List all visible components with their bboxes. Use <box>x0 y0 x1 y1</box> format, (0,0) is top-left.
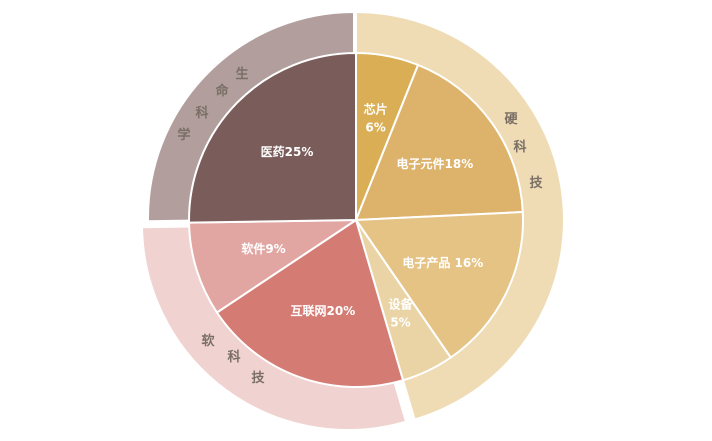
slice-label-1: 芯片 <box>364 101 388 116</box>
slice-label-2: 电子元件18% <box>397 156 474 171</box>
slice-3 <box>354 211 524 359</box>
slice-5 <box>215 218 405 388</box>
slice-label-4: 设备 <box>388 297 413 312</box>
slice-labels: 芯片 6% 电子元件18% 电子产品 16% 设备 5% 互联网20% 软件9% 医药25% <box>241 101 483 329</box>
slice-label-7: 医药25% <box>261 144 314 159</box>
ring-label-1-1: 硬 <box>504 112 518 127</box>
slice-7 <box>188 51 357 224</box>
ring-label-2-2: 科 <box>227 349 240 365</box>
ring-label-3-4: 学 <box>177 127 190 143</box>
slice-label-5: 互联网20% <box>291 304 356 318</box>
ring-label-3-3: 科 <box>195 105 208 121</box>
slice-6 <box>188 218 360 314</box>
slice-2 <box>354 63 524 222</box>
slice-value-4: 5% <box>390 316 410 330</box>
ring-label-3-1: 生 <box>235 66 248 82</box>
ring-label-1-3: 技 <box>529 175 543 191</box>
ring-label-1-2: 科 <box>513 139 526 155</box>
slice-label-6: 软件9% <box>241 241 285 256</box>
slice-label-3: 电子产品 16% <box>402 255 483 270</box>
ring-label-3-2: 命 <box>214 83 229 99</box>
ring-label-2-1: 软 <box>201 333 214 349</box>
inner-pie <box>188 51 524 388</box>
slice-value-1: 6% <box>365 120 385 134</box>
ring-label-2-3: 技 <box>251 370 265 386</box>
